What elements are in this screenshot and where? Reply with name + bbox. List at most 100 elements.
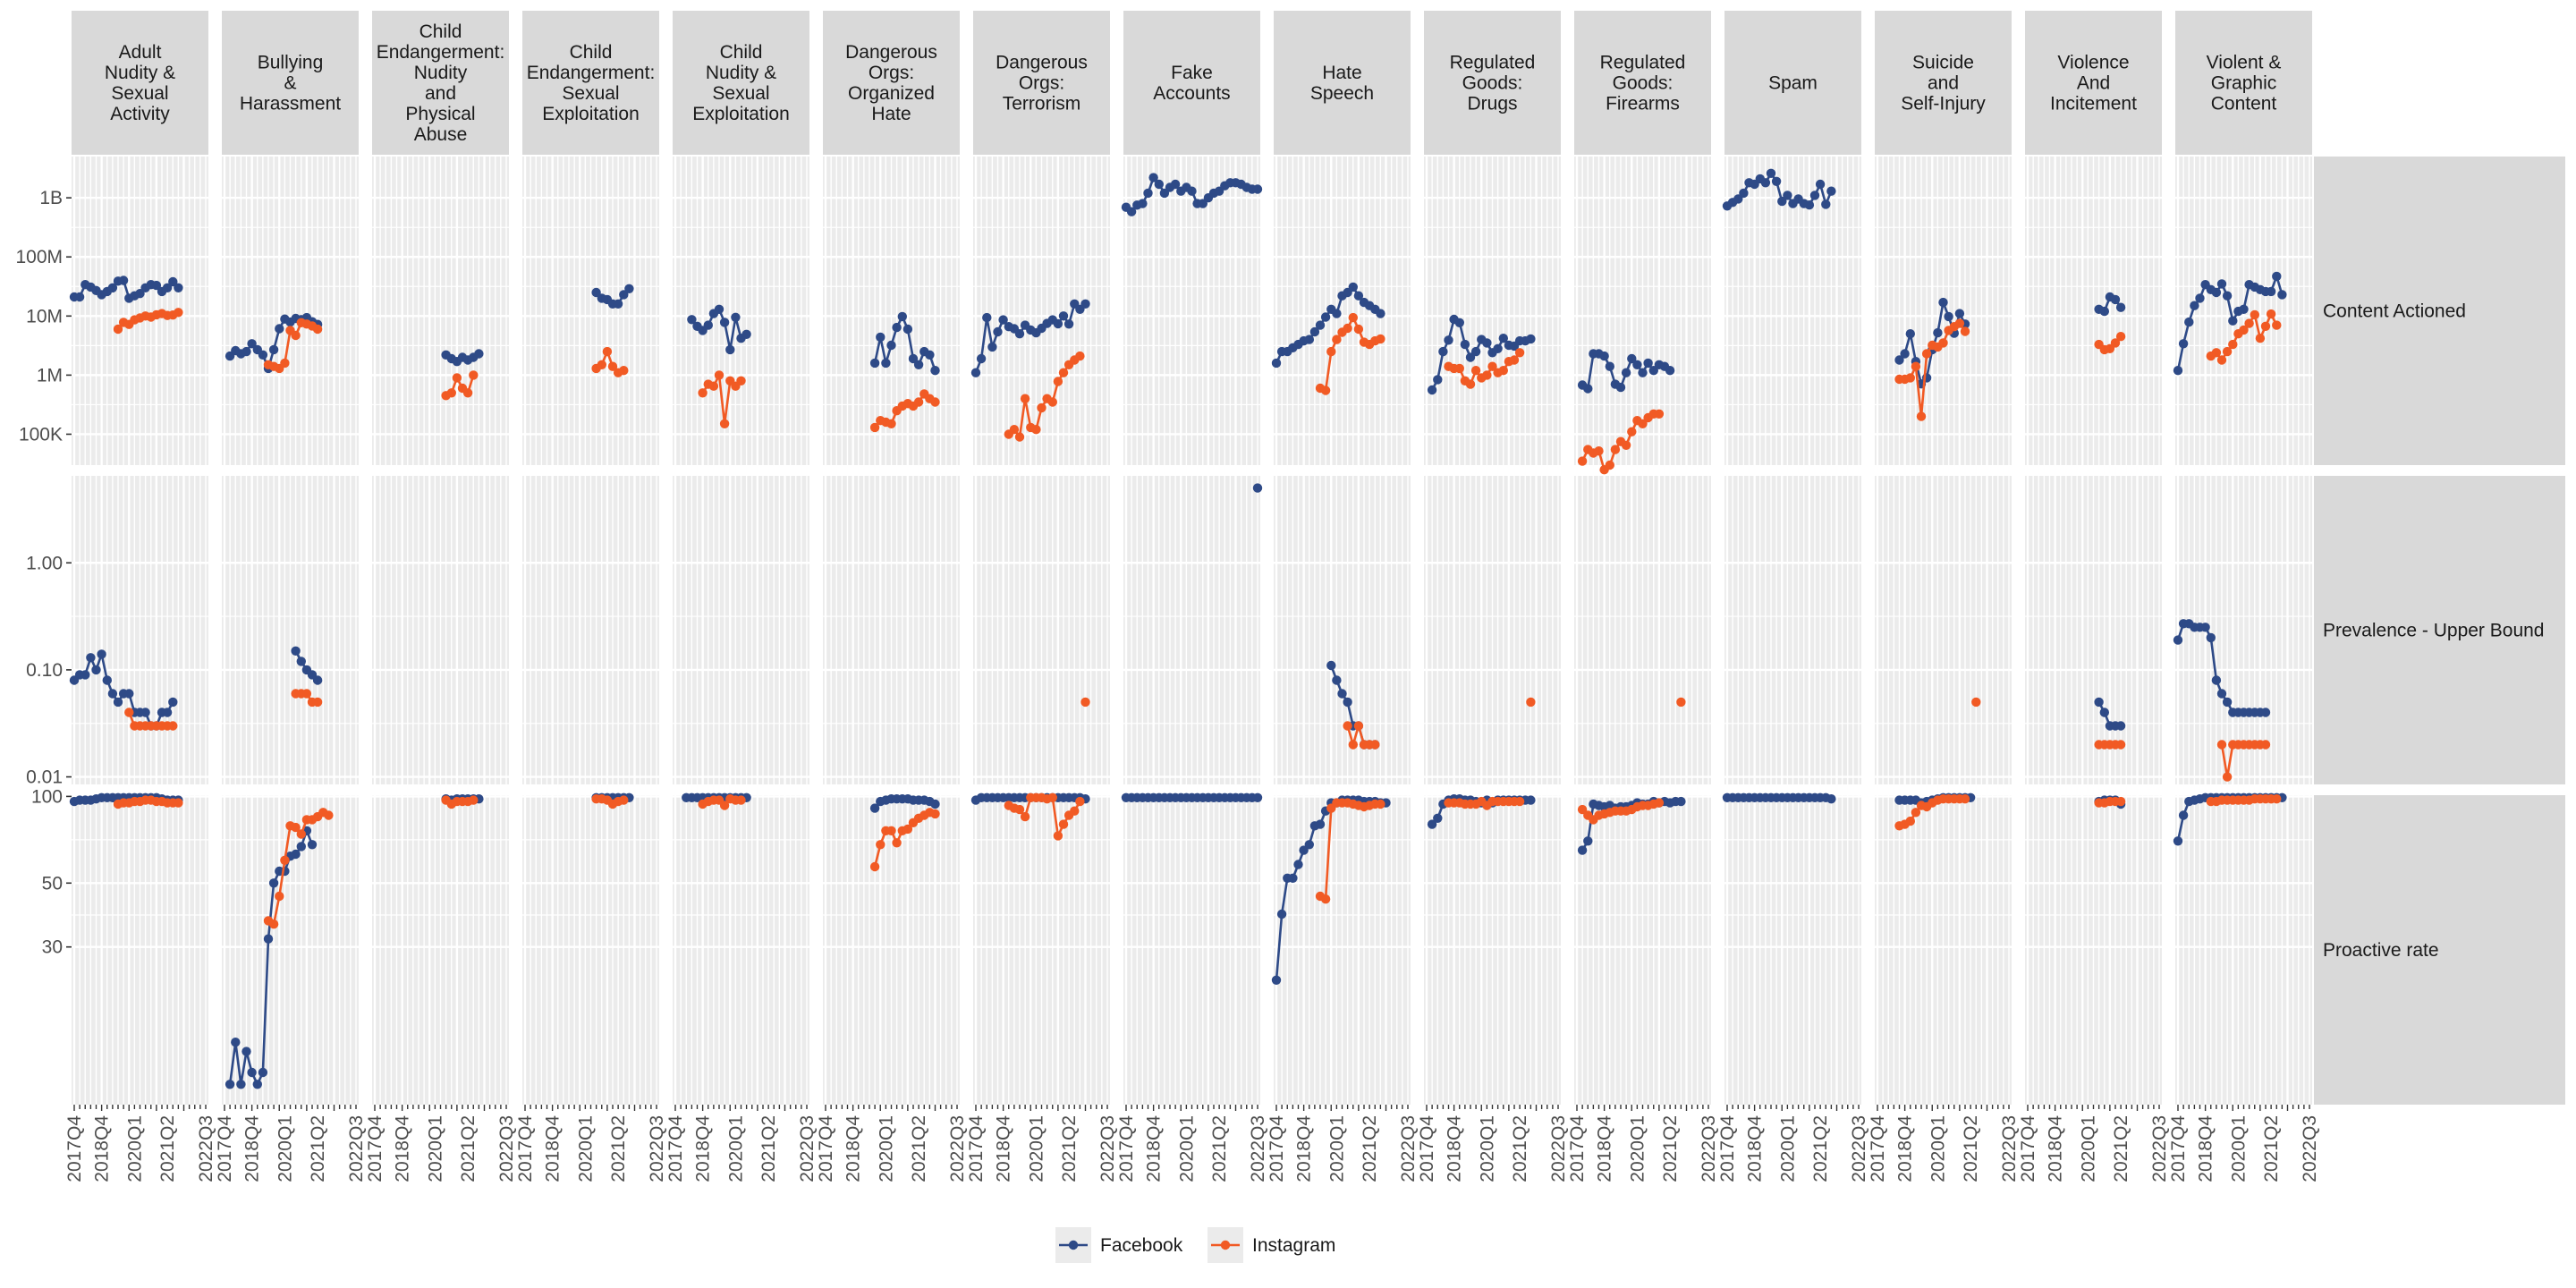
data-point-facebook	[1809, 191, 1820, 200]
data-point-facebook	[296, 842, 306, 852]
panel-prevalence-upper-bound-child-endangerment-sexual-exploitation	[522, 476, 659, 784]
strip-bullying-harassment: Bullying&Harassment	[222, 11, 359, 155]
data-point-instagram	[869, 422, 880, 433]
y-tick-label: 100K	[19, 424, 63, 445]
data-point-facebook	[1804, 200, 1815, 210]
data-point-facebook	[925, 350, 935, 360]
data-point-instagram	[2115, 796, 2126, 807]
data-point-instagram	[1916, 411, 1927, 421]
data-point-instagram	[1509, 355, 1520, 365]
data-point-facebook	[1348, 282, 1359, 292]
data-point-instagram	[607, 361, 618, 371]
x-tick-label: 2022Q3	[1548, 1115, 1569, 1182]
data-point-facebook	[1438, 346, 1448, 357]
data-point-facebook	[1944, 311, 1953, 322]
x-tick-label: 2021Q2	[758, 1115, 779, 1182]
data-point-instagram	[1370, 740, 1380, 750]
data-point-instagram	[1938, 338, 1948, 348]
x-tick-label: 2021Q2	[1810, 1115, 1831, 1182]
data-point-facebook	[1138, 199, 1148, 208]
data-point-facebook	[1309, 326, 1320, 337]
data-point-facebook	[1766, 168, 1776, 178]
data-point-instagram	[324, 810, 334, 820]
x-tick-label: 2017Q4	[365, 1115, 386, 1182]
data-point-instagram	[1482, 370, 1492, 380]
x-tick-label: 2020Q1	[575, 1115, 596, 1182]
x-tick-label: 2018Q4	[1144, 1115, 1165, 1182]
data-point-facebook	[296, 657, 306, 666]
data-point-facebook	[2272, 271, 2282, 282]
legend-key-point	[1220, 1240, 1231, 1250]
x-tick-label: 2021Q2	[157, 1115, 178, 1182]
data-point-facebook	[1938, 297, 1948, 308]
data-point-instagram	[2272, 794, 2282, 804]
x-tick-label: 2022Q3	[2149, 1115, 2170, 1182]
data-point-instagram	[1020, 811, 1030, 822]
strip-label-line: Sexual	[562, 83, 619, 104]
strip-background	[522, 11, 659, 155]
x-tick-label: 2021Q2	[458, 1115, 479, 1182]
strip-label-line: Accounts	[1153, 83, 1230, 104]
strip-label-line: Orgs:	[1019, 73, 1064, 94]
x-tick-label: 2021Q2	[1961, 1115, 1981, 1182]
x-axis-regulated-goods-firearms: 2017Q4 2018Q4 2020Q1 2021Q2 2022Q3	[1567, 1105, 1719, 1182]
data-point-facebook	[2216, 279, 2227, 289]
x-tick-label: 2018Q4	[543, 1115, 564, 1182]
data-point-instagram	[1014, 804, 1025, 815]
y-tick-label: 100	[31, 786, 63, 807]
data-point-facebook	[1376, 309, 1385, 318]
strip-label-line: Bullying	[258, 53, 324, 73]
x-axis-child-nudity-sexual-exploitation: 2017Q4 2018Q4 2020Q1 2021Q2 2022Q3	[665, 1105, 818, 1182]
x-tick-label: 2018Q4	[1445, 1115, 1465, 1182]
strip-background	[222, 11, 359, 155]
strip-background	[673, 11, 809, 155]
data-point-instagram	[2222, 346, 2233, 357]
x-tick-label: 2018Q4	[1745, 1115, 1766, 1182]
data-point-facebook	[291, 646, 301, 656]
panel-proactive-rate-fake-accounts	[1123, 795, 1260, 1105]
x-tick-label: 2020Q1	[2078, 1115, 2098, 1182]
data-point-instagram	[1058, 368, 1069, 377]
data-point-instagram	[168, 721, 178, 731]
panel-proactive-rate-hate-speech	[1274, 795, 1411, 1105]
y-tick-label: 30	[42, 937, 63, 958]
strip-background	[823, 11, 960, 155]
x-axis-child-endangerment-nudity-and-physical-abuse: 2017Q4 2018Q4 2020Q1 2021Q2 2022Q3	[365, 1105, 517, 1182]
x-tick-label: 2018Q4	[2046, 1115, 2066, 1182]
data-point-instagram	[736, 795, 746, 805]
data-point-instagram	[2272, 320, 2282, 330]
data-point-instagram	[930, 397, 940, 407]
data-point-instagram	[1514, 796, 1525, 807]
row-strip-background	[2314, 795, 2565, 1105]
data-point-facebook	[714, 304, 724, 314]
data-point-facebook	[2239, 304, 2249, 314]
legend-key-point	[1068, 1240, 1079, 1250]
data-point-facebook	[140, 708, 150, 717]
data-point-instagram	[1053, 831, 1063, 841]
x-tick-label: 2020Q1	[1176, 1115, 1197, 1182]
data-point-facebook	[1252, 184, 1263, 194]
y-axis-prevalence-upper-bound: 0.01 0.10 1.00	[26, 553, 72, 788]
data-point-facebook	[982, 312, 992, 323]
data-point-facebook	[268, 344, 279, 355]
data-point-facebook	[1148, 173, 1158, 182]
strip-label-line: Endangerment:	[377, 42, 505, 63]
data-point-instagram	[597, 360, 606, 369]
x-tick-label: 2017Q4	[64, 1115, 85, 1182]
data-point-instagram	[2250, 309, 2259, 320]
data-point-instagram	[1610, 445, 1621, 454]
strip-label-line: Terrorism	[1003, 94, 1081, 114]
strip-background	[1123, 11, 1260, 155]
x-tick-label: 2022Q3	[947, 1115, 968, 1182]
strip-label-line: Spam	[1768, 73, 1818, 94]
x-tick-label: 2021Q2	[608, 1115, 629, 1182]
legend-label: Facebook	[1100, 1235, 1183, 1256]
data-point-facebook	[1826, 794, 1836, 804]
y-tick-label: 0.10	[26, 660, 63, 681]
panel-content-actioned-child-endangerment-sexual-exploitation	[522, 157, 659, 465]
row-strip-prevalence-upper-bound: Prevalence - Upper Bound	[2314, 476, 2565, 784]
data-point-instagram	[2266, 309, 2276, 319]
data-point-facebook	[876, 332, 886, 343]
